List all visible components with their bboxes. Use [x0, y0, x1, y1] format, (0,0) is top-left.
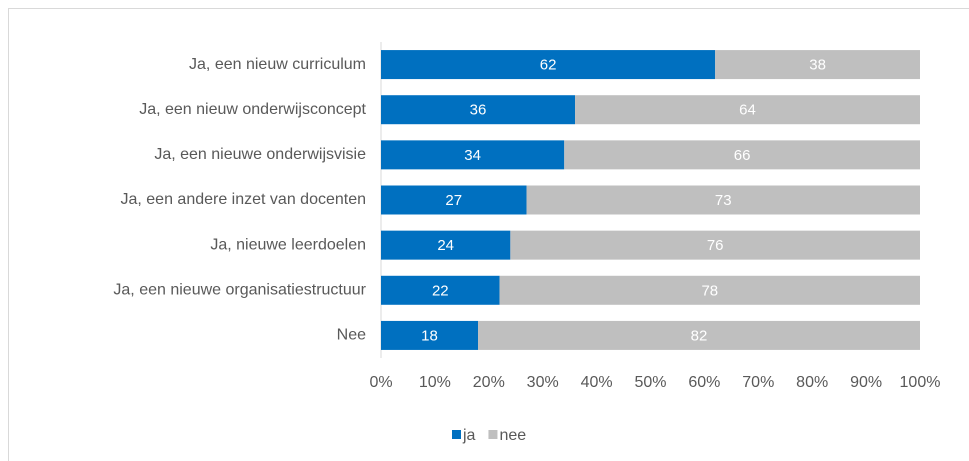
bar-segment [381, 140, 565, 170]
data-label: 18 [421, 327, 438, 344]
y-tick-label: Ja, een andere inzet van docenten [120, 191, 366, 208]
y-tick-label: Nee [337, 327, 366, 344]
x-tick-label: 60% [688, 374, 720, 391]
x-tick-label: 30% [527, 374, 559, 391]
data-label: 78 [701, 282, 718, 299]
bar-segment [381, 50, 716, 80]
bar-segment [499, 275, 920, 305]
data-label: 24 [437, 237, 454, 254]
legend-swatch [452, 430, 461, 439]
data-label: 64 [739, 102, 756, 119]
bar-segment [575, 95, 920, 125]
x-tick-label: 70% [742, 374, 774, 391]
chart-border [8, 8, 969, 461]
x-tick-label: 80% [796, 374, 828, 391]
bar-segment [526, 185, 920, 215]
y-tick-label: Ja, een nieuwe organisatiestructuur [113, 282, 366, 299]
data-label: 82 [691, 327, 708, 344]
y-tick-label: Ja, een nieuwe onderwijsvisie [154, 146, 366, 163]
data-label: 73 [715, 192, 732, 209]
legend-label: ja [462, 427, 476, 444]
legend-swatch [488, 430, 498, 439]
x-tick-label: 100% [900, 374, 941, 391]
legend-label: nee [499, 427, 526, 444]
data-label: 36 [470, 102, 487, 119]
data-label: 34 [464, 147, 481, 164]
bar-segment [564, 140, 920, 170]
x-tick-label: 90% [850, 374, 882, 391]
y-tick-label: Ja, nieuwe leerdoelen [210, 236, 366, 253]
x-tick-label: 0% [369, 374, 392, 391]
x-tick-label: 40% [581, 374, 613, 391]
x-tick-label: 10% [419, 374, 451, 391]
bar-segment [381, 230, 511, 260]
y-tick-label: Ja, een nieuw onderwijsconcept [139, 101, 366, 118]
data-label: 22 [432, 282, 449, 299]
data-label: 66 [734, 147, 751, 164]
bar-segment [715, 50, 920, 80]
bar-segment [381, 185, 527, 215]
bar-segment [510, 230, 920, 260]
y-tick-label: Ja, een nieuw curriculum [189, 56, 366, 73]
x-tick-label: 50% [634, 374, 666, 391]
bar-segment [478, 320, 920, 350]
x-tick-label: 20% [473, 374, 505, 391]
bar-segment [381, 320, 479, 350]
data-label: 38 [809, 57, 826, 74]
data-label: 76 [707, 237, 724, 254]
data-label: 27 [445, 192, 462, 209]
data-label: 62 [540, 57, 557, 74]
bar-segment [381, 95, 576, 125]
bar-segment [381, 275, 500, 305]
